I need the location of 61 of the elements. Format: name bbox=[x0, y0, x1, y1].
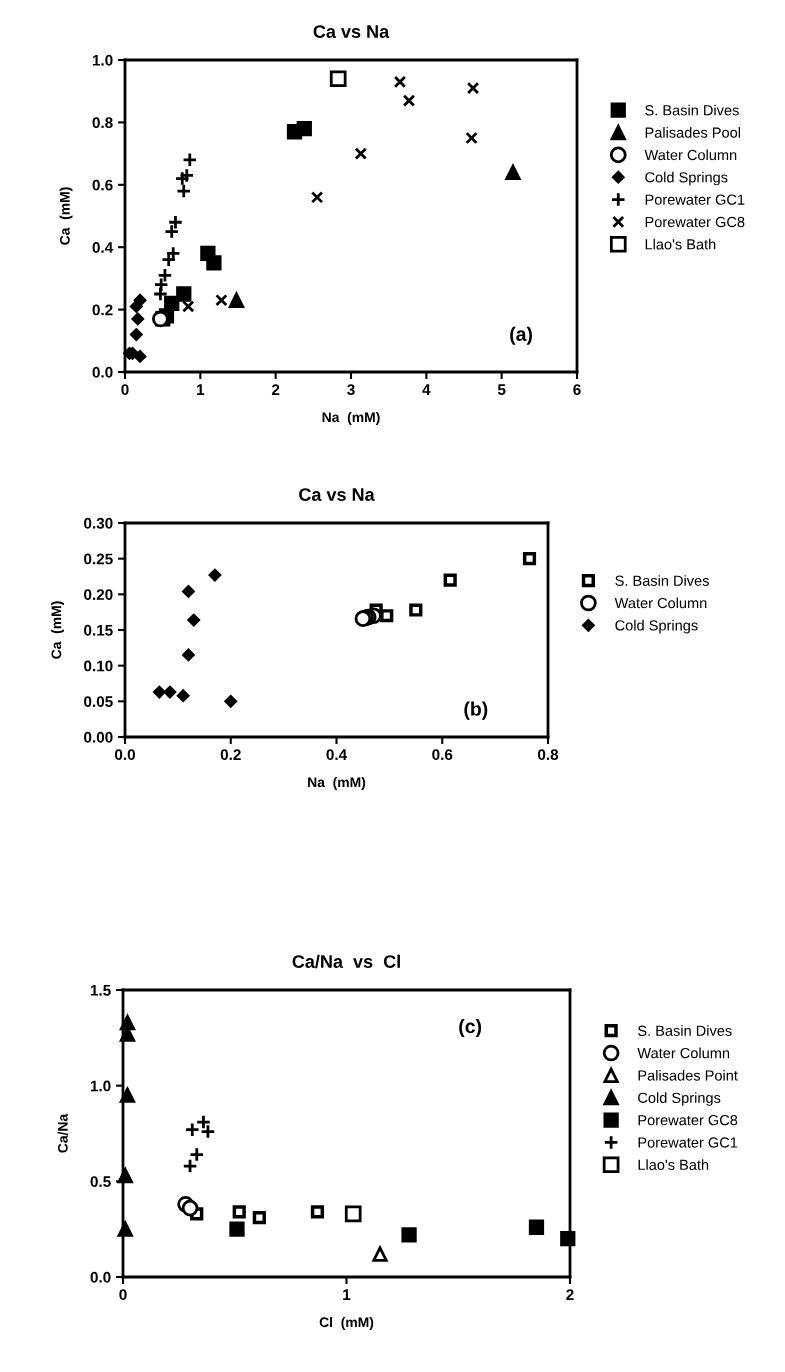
legend-label: Palisades Pool bbox=[645, 127, 741, 138]
x-tick-label: 6 bbox=[573, 384, 581, 396]
y-tick-label: 0.10 bbox=[84, 660, 113, 672]
x-tick-label: 2 bbox=[566, 1289, 574, 1300]
legend-label: Cold Springs bbox=[615, 619, 698, 634]
legend-label: Porewater GC1 bbox=[645, 194, 745, 205]
legend-label: Porewater GC8 bbox=[638, 1114, 738, 1126]
annotation: (c) bbox=[459, 1018, 482, 1038]
y-tick-label: 0.20 bbox=[84, 589, 113, 601]
y-tick-label: 0.25 bbox=[84, 553, 113, 565]
y-axis-title: Ca/Na bbox=[57, 1113, 68, 1153]
x-tick-label: 0.0 bbox=[114, 749, 135, 761]
chart-title: Ca vs Na bbox=[299, 488, 375, 501]
legend-label: Water Column bbox=[614, 597, 707, 609]
legend-label: S. Basin Dives bbox=[615, 575, 709, 586]
y-tick-label: 0.4 bbox=[92, 242, 114, 253]
legend-label: Cold Springs bbox=[645, 171, 728, 186]
x-tick-label: 1 bbox=[343, 1289, 351, 1300]
x-tick-label: 0.6 bbox=[432, 749, 453, 761]
legend-label: Water Column bbox=[644, 149, 737, 161]
x-axis-title: Cl (mM) bbox=[319, 1316, 374, 1330]
y-tick-label: 0.8 bbox=[92, 117, 113, 129]
x-axis-title: Na (mM) bbox=[308, 776, 366, 790]
x-tick-label: 0.4 bbox=[326, 749, 348, 761]
x-tick-label: 3 bbox=[347, 384, 355, 396]
legend-label: Palisades Point bbox=[638, 1069, 738, 1081]
y-axis-title: Ca (mM) bbox=[59, 187, 73, 245]
legend-label: S. Basin Dives bbox=[645, 104, 739, 116]
y-tick-label: 0.0 bbox=[92, 366, 113, 378]
y-tick-label: 0.05 bbox=[84, 696, 113, 708]
annotation: (a) bbox=[510, 326, 532, 345]
y-tick-label: 0.6 bbox=[92, 179, 113, 191]
legend-label: Llao's Bath bbox=[638, 1159, 709, 1171]
y-tick-label: 1.0 bbox=[92, 54, 113, 66]
x-tick-label: 0 bbox=[119, 1289, 127, 1301]
legend-label: Llao's Bath bbox=[645, 238, 716, 250]
legend-label: Porewater GC1 bbox=[638, 1137, 738, 1148]
x-tick-label: 2 bbox=[271, 384, 280, 395]
x-tick-label: 0 bbox=[121, 384, 129, 396]
y-tick-label: 0.2 bbox=[92, 304, 113, 316]
x-tick-label: 5 bbox=[497, 384, 506, 396]
y-tick-label: 1.5 bbox=[90, 985, 111, 996]
chart-title: Ca/Na vs Cl bbox=[292, 954, 400, 969]
x-tick-label: 0.8 bbox=[537, 749, 559, 761]
y-tick-label: 0.15 bbox=[84, 624, 113, 636]
x-tick-label: 4 bbox=[422, 384, 431, 395]
chart-title: Ca vs Na bbox=[313, 25, 390, 38]
annotation: (b) bbox=[464, 701, 488, 720]
legend-label: S. Basin Dives bbox=[638, 1025, 732, 1036]
y-tick-label: 0.30 bbox=[84, 517, 113, 529]
y-tick-label: 1.0 bbox=[90, 1080, 111, 1092]
legend-label: Water Column bbox=[637, 1047, 730, 1059]
y-tick-label: 0.0 bbox=[90, 1271, 111, 1283]
x-axis-title: Na (mM) bbox=[322, 411, 380, 425]
legend-label: Cold Springs bbox=[638, 1092, 721, 1106]
y-tick-label: 0.00 bbox=[84, 731, 113, 743]
legend-label: Porewater GC8 bbox=[645, 216, 745, 228]
x-tick-label: 0.2 bbox=[220, 749, 241, 761]
y-axis-title: Ca (mM) bbox=[51, 601, 65, 659]
y-tick-label: 0.5 bbox=[90, 1176, 111, 1188]
x-tick-label: 1 bbox=[197, 384, 205, 395]
